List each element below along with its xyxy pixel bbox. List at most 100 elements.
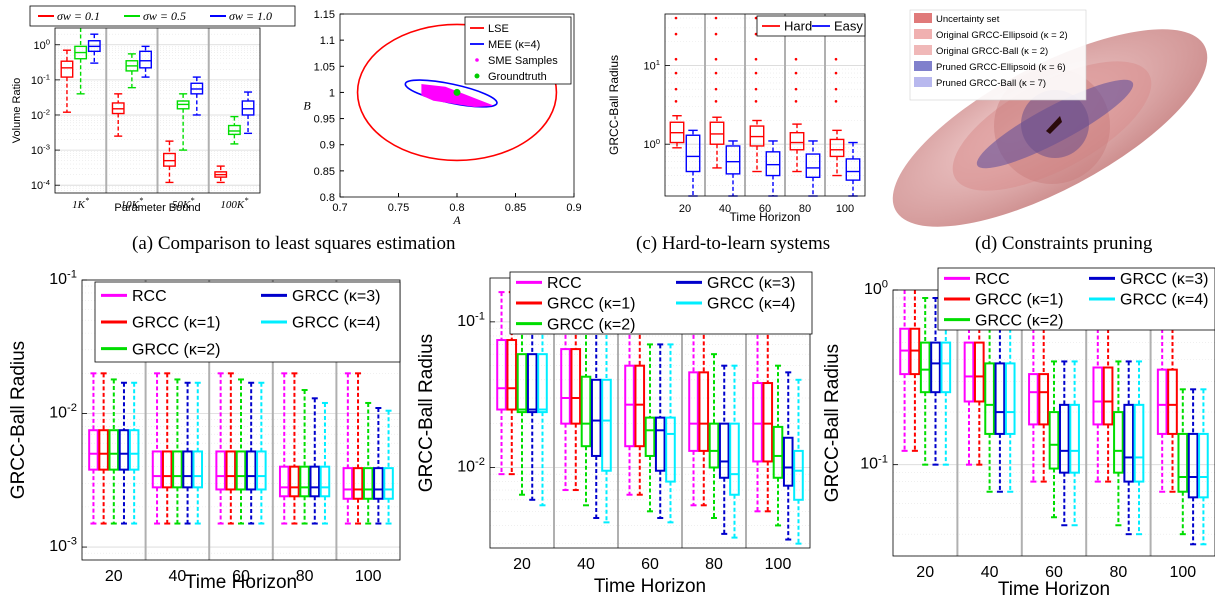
x-tick-label: 60 (232, 568, 250, 585)
box (526, 353, 538, 414)
box (919, 341, 931, 394)
box (793, 449, 804, 501)
x-tick-label: 80 (705, 556, 723, 573)
outlier-point (714, 71, 718, 75)
box (590, 378, 602, 457)
box (373, 467, 384, 500)
x-tick-label: 100 (1169, 564, 1196, 581)
box (829, 138, 845, 158)
box (151, 450, 163, 489)
outlier-point (834, 87, 838, 91)
box (139, 50, 152, 69)
box (161, 450, 173, 489)
legend-label: MEE (κ=4) (488, 39, 540, 51)
y-tick-label: 100 (643, 137, 660, 151)
x-axis-label: Parameter Bound (114, 202, 200, 214)
y-tick-label: 10-1 (31, 72, 50, 86)
legend-box (94, 281, 401, 363)
box (805, 153, 821, 179)
x-tick-label: 100 (355, 568, 382, 585)
legend-label: GRCC (κ=1) (132, 315, 220, 332)
box (930, 341, 941, 394)
x-tick-label: 10K* (121, 196, 144, 211)
outlier-point (674, 87, 678, 91)
legend-swatch (914, 77, 932, 87)
box (601, 378, 612, 472)
outlier-point (714, 16, 718, 20)
legend-swatch (474, 73, 480, 79)
y-tick-label: 10-2 (31, 108, 50, 122)
inner-polytope (1046, 116, 1062, 134)
x-tick-label: 20 (513, 556, 531, 573)
box (644, 416, 656, 457)
box (1123, 403, 1135, 483)
outlier-point (674, 71, 678, 75)
box (319, 465, 331, 498)
outlier-point (754, 87, 758, 91)
x-tick-label: 20 (105, 568, 123, 585)
radius-chart-right: 10-1 100 20 40 60 80 100 Time Horizon GRCC-Ball … (822, 267, 1215, 599)
y-tick-label: 0.85 (314, 166, 335, 178)
box (215, 450, 226, 491)
outlier-point (794, 71, 798, 75)
legend-label: RCC (547, 275, 582, 292)
box (1092, 366, 1104, 426)
box (634, 364, 646, 448)
box (765, 151, 781, 177)
y-tick-label: 10-4 (31, 178, 51, 192)
box (289, 465, 300, 498)
legend-label: Uncertainty set (936, 14, 1000, 25)
box (725, 145, 741, 175)
plot-frame (54, 27, 261, 194)
legend-box (509, 271, 813, 335)
box (182, 450, 193, 489)
y-tick-label: 100 (864, 279, 888, 298)
box (227, 124, 241, 136)
x-axis-label: Time Horizon (594, 576, 706, 597)
groundtruth-point (453, 88, 461, 96)
box (1198, 432, 1209, 499)
x-tick-label: 40 (577, 556, 595, 573)
outlier-point (674, 100, 678, 103)
y-tick-label: 0.8 (320, 192, 335, 204)
box (352, 467, 364, 500)
box (570, 348, 582, 425)
outlier-point (714, 87, 718, 91)
box (278, 465, 290, 498)
x-tick-label: 40 (169, 568, 187, 585)
x-tick-label: 80 (296, 568, 314, 585)
x-tick-label: 100K* (220, 196, 249, 211)
outlier-point (794, 87, 798, 91)
y-tick-label: 1 (329, 87, 335, 99)
y-tick-label: 10-3 (31, 143, 50, 157)
box (1028, 373, 1039, 426)
box (772, 425, 784, 479)
box (241, 100, 255, 116)
outlier-point (714, 32, 718, 36)
box (163, 152, 176, 167)
outlier-point (794, 100, 798, 103)
y-axis-label: GRCC-Ball Radius (8, 341, 29, 499)
constraints-pruning-3d: Uncertainty set Original GRCC-Ellipsoid (… (892, 9, 1208, 227)
box (762, 382, 774, 463)
box (984, 362, 995, 435)
legend-swatch (914, 29, 932, 39)
volume-ratio-chart: 10-4 10-3 10-2 10-1 100 1K* 10K* 50K* 100K* Param… (11, 5, 296, 214)
legend-label: Original GRCC-Ball (κ = 2) (936, 46, 1048, 57)
legend-label: GRCC (κ=3) (707, 275, 795, 292)
x-tick-label: 60 (641, 556, 659, 573)
outlier-point (674, 32, 678, 36)
box (299, 465, 310, 498)
outlier-point (674, 16, 678, 20)
box (560, 348, 571, 425)
box (192, 450, 204, 489)
plot-area (665, 14, 865, 196)
x-tick-label: 50K* (172, 196, 195, 211)
outlier-point (754, 71, 758, 75)
legend-label: GRCC (κ=1) (975, 292, 1063, 309)
box (665, 416, 676, 483)
box (108, 429, 120, 471)
y-axis-label: B (303, 99, 311, 113)
radius-chart-middle: 10-2 10-1 20 40 60 80 100 Time Horizon GRCC-Ball… (416, 271, 813, 597)
